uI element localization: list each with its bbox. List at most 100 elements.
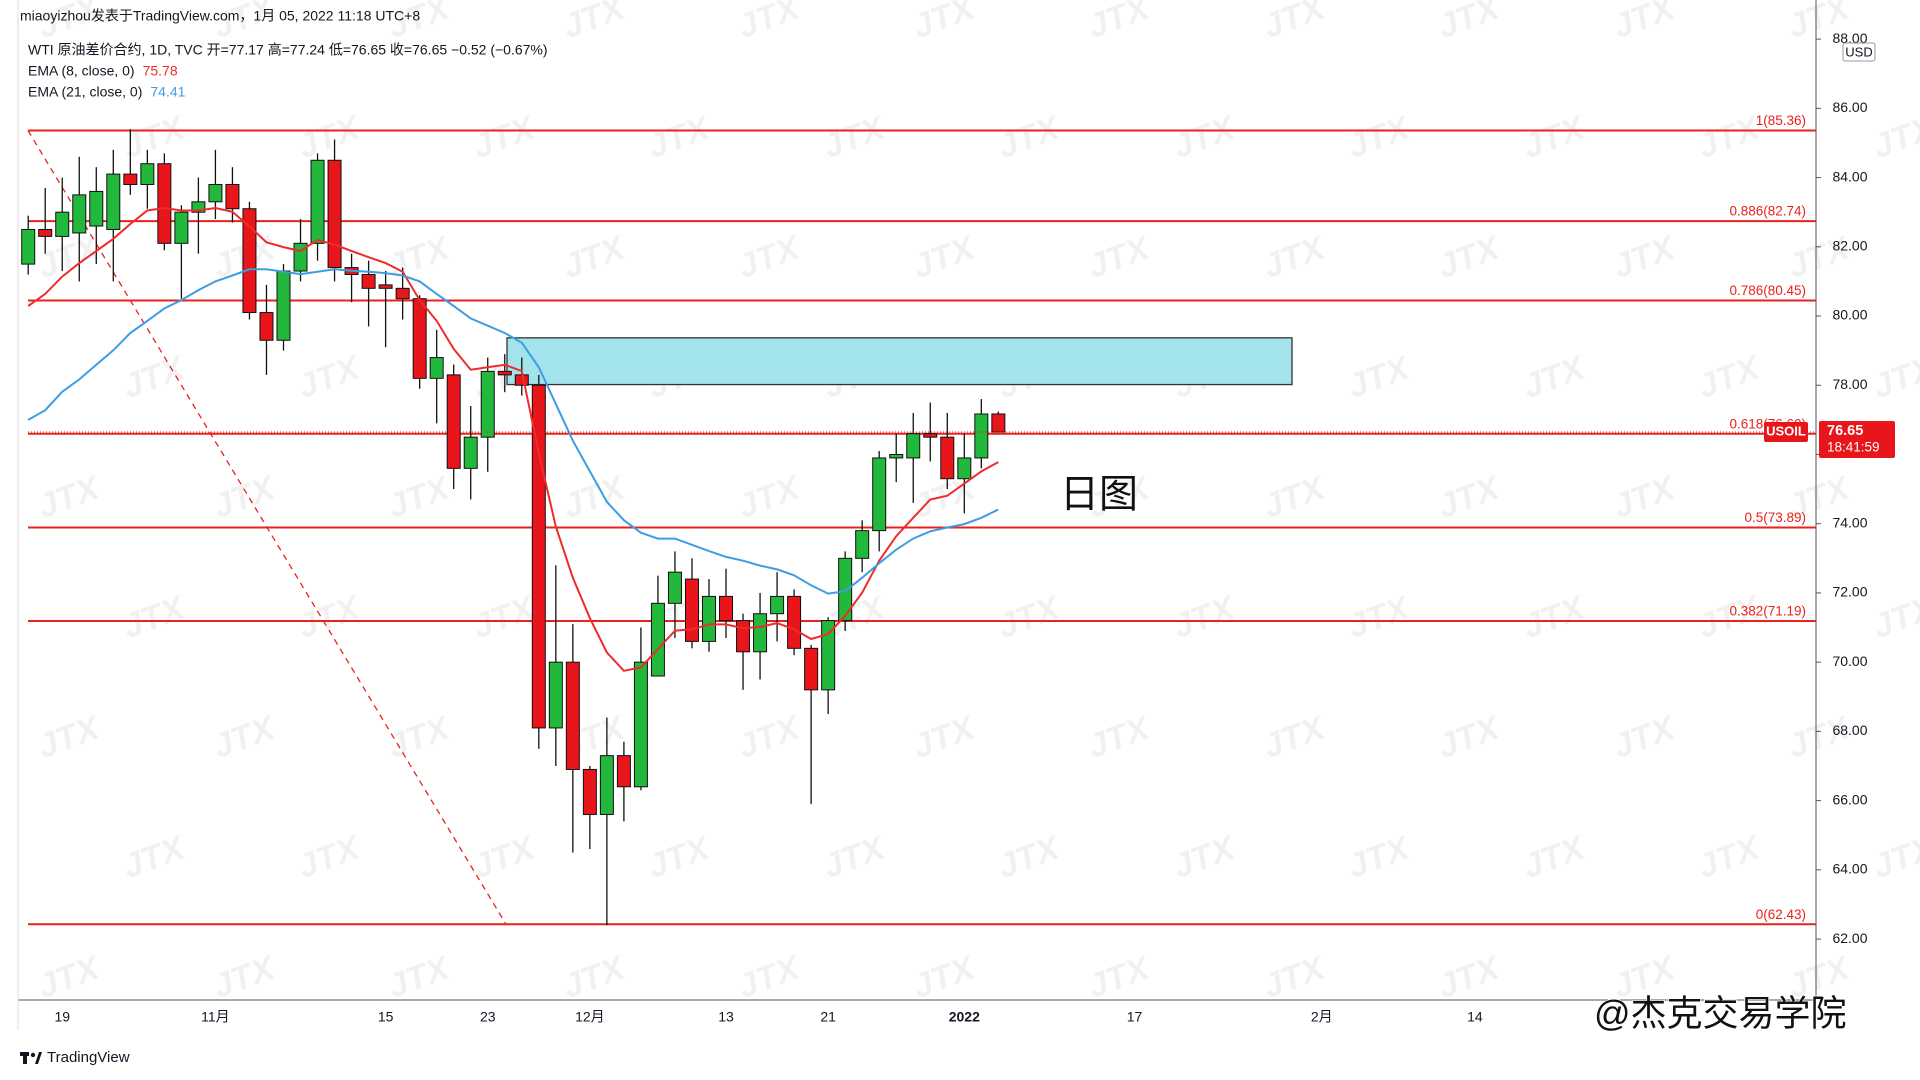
candle-body <box>599 755 614 815</box>
candle-body <box>191 201 206 213</box>
candle-body <box>923 433 938 438</box>
y-tick-label: 72.00 <box>1832 584 1867 600</box>
watermark: JTX <box>1693 348 1767 406</box>
candle-body <box>276 270 291 341</box>
x-tick-label: 21 <box>820 1009 836 1025</box>
candle-body <box>259 312 274 341</box>
legend-value: 74.41 <box>150 84 185 100</box>
candle-body <box>838 557 853 622</box>
candle-body <box>208 183 223 203</box>
price-tag-label: 76.65 <box>1827 423 1863 439</box>
watermark: JTX <box>118 828 192 886</box>
countdown: 18:41:59 <box>1827 440 1880 455</box>
candle-body <box>719 595 734 622</box>
watermark: JTX <box>1518 108 1592 166</box>
x-tick-label: 12月 <box>575 1009 605 1025</box>
watermark: JTX <box>908 228 982 286</box>
watermark: JTX <box>1693 828 1767 886</box>
watermark: JTX <box>1868 108 1920 166</box>
watermark: JTX <box>33 708 107 766</box>
watermark: JTX <box>908 708 982 766</box>
x-tick-label: 2月 <box>1311 1009 1333 1025</box>
watermark: JTX <box>733 0 807 46</box>
candle-body <box>787 595 802 649</box>
fib-label: 0.382(71.19) <box>1729 604 1806 619</box>
watermark: JTX <box>383 948 457 1006</box>
watermark: JTX <box>1608 228 1682 286</box>
watermark: JTX <box>1608 708 1682 766</box>
watermark: JTX <box>643 108 717 166</box>
candle-body <box>770 595 785 615</box>
watermark: JTX <box>1518 588 1592 646</box>
credit: @杰克交易学院 <box>1594 993 1847 1034</box>
watermark: JTX <box>1168 588 1242 646</box>
candle-body <box>106 173 121 230</box>
watermark: JTX <box>208 948 282 1006</box>
candle-body <box>242 208 257 314</box>
watermark: JTX <box>558 0 632 46</box>
candle-body <box>957 457 972 480</box>
candle-body <box>157 163 172 244</box>
watermark: JTX <box>1343 828 1417 886</box>
candle-body <box>650 602 665 677</box>
candle-body <box>72 194 87 234</box>
watermark: JTX <box>1433 0 1507 46</box>
price-tag <box>1819 420 1895 458</box>
legend-name: EMA (8, close, 0) <box>28 63 135 79</box>
y-tick-label: 70.00 <box>1832 653 1867 669</box>
watermark: JTX <box>1868 828 1920 886</box>
watermark: JTX <box>293 108 367 166</box>
candle-body <box>21 228 36 265</box>
candle-body <box>55 211 70 237</box>
watermark: JTX <box>733 228 807 286</box>
watermark: JTX <box>1083 0 1157 46</box>
candle-body <box>736 620 751 653</box>
candle-body <box>497 370 512 376</box>
candle-body <box>667 571 682 604</box>
y-tick-label: 66.00 <box>1832 791 1867 807</box>
candle-body <box>463 436 478 469</box>
candle-body <box>991 413 1006 433</box>
watermark: JTX <box>1083 948 1157 1006</box>
watermark: JTX <box>1608 468 1682 526</box>
y-tick-label: 82.00 <box>1832 238 1867 254</box>
watermark: JTX <box>293 588 367 646</box>
candle-body <box>38 228 53 237</box>
unit-label: USD <box>1845 44 1872 59</box>
candle-body <box>940 436 955 480</box>
watermark: JTX <box>1518 348 1592 406</box>
watermark: JTX <box>993 108 1067 166</box>
watermark: JTX <box>1518 828 1592 886</box>
watermark: JTX <box>1433 708 1507 766</box>
y-tick-label: 80.00 <box>1832 307 1867 323</box>
watermark: JTX <box>908 948 982 1006</box>
candle-body <box>855 530 870 559</box>
watermark: JTX <box>1433 468 1507 526</box>
x-tick-label: 13 <box>718 1009 734 1025</box>
watermark: JTX <box>383 468 457 526</box>
y-tick-label: 78.00 <box>1832 376 1867 392</box>
x-tick-label: 23 <box>480 1009 496 1025</box>
watermark: JTX <box>733 708 807 766</box>
unit-box <box>1842 42 1876 62</box>
candle-body <box>633 661 648 788</box>
symbol-tag <box>1764 421 1808 442</box>
y-tick-label: 84.00 <box>1832 168 1867 184</box>
watermark: JTX <box>1258 0 1332 46</box>
watermark: JTX <box>208 468 282 526</box>
annotation: 日图 <box>1060 473 1138 516</box>
candle-body <box>446 374 461 469</box>
candle-body <box>89 190 104 227</box>
trend-line <box>27 130 507 925</box>
candle-body <box>225 183 240 210</box>
watermarks: JTX JTX JTX JTX JTX JTX JTX JTX JTX JTX JTX JTX JTX J… <box>33 0 1920 1006</box>
candle-body <box>872 457 887 532</box>
watermark: JTX <box>1083 228 1157 286</box>
watermark: JTX <box>733 948 807 1006</box>
candle-body <box>684 578 699 642</box>
zone <box>506 337 1293 386</box>
candle-body <box>395 287 410 300</box>
candle-body <box>123 173 138 185</box>
y-tick-label: 88.00 <box>1832 30 1867 46</box>
